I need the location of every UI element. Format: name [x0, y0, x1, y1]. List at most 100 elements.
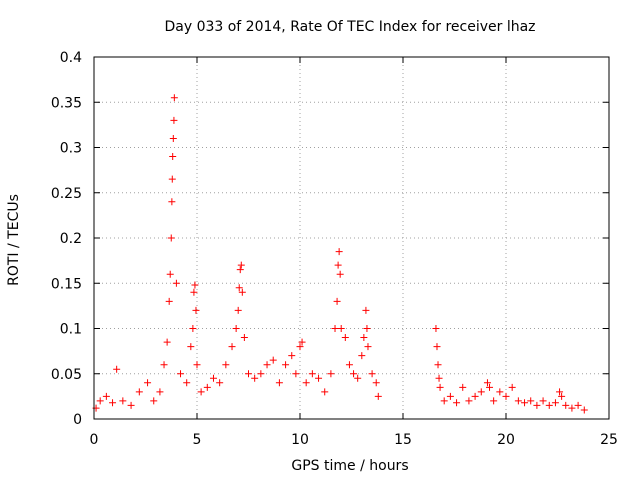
data-point	[308, 370, 316, 378]
data-point	[238, 288, 246, 296]
data-point	[368, 370, 376, 378]
data-point	[135, 388, 143, 396]
x-tick-label: 25	[600, 432, 618, 448]
data-point	[433, 343, 441, 351]
y-tick-label: 0.35	[51, 95, 82, 111]
data-point	[372, 379, 380, 387]
data-point	[434, 361, 442, 369]
data-point	[486, 383, 494, 391]
data-point	[440, 397, 448, 405]
data-point	[172, 279, 180, 287]
data-point	[216, 379, 224, 387]
data-point	[203, 383, 211, 391]
data-point	[350, 370, 358, 378]
data-point	[170, 94, 178, 102]
data-point	[190, 288, 198, 296]
data-point	[539, 397, 547, 405]
data-point	[269, 356, 277, 364]
data-point	[102, 392, 110, 400]
y-tick-label: 0.05	[51, 367, 82, 383]
data-point	[192, 306, 200, 314]
data-point	[166, 270, 174, 278]
data-point	[237, 261, 245, 269]
data-point	[574, 401, 582, 409]
data-point	[163, 338, 171, 346]
data-point	[236, 266, 244, 274]
y-tick-label: 0.4	[60, 50, 82, 66]
data-point	[545, 401, 553, 409]
data-point	[337, 325, 345, 332]
data-point	[232, 325, 240, 332]
data-point	[160, 361, 168, 369]
x-tick-label: 10	[291, 432, 309, 448]
data-point	[234, 306, 242, 314]
data-point	[521, 399, 529, 407]
data-point	[127, 401, 135, 409]
data-point	[321, 388, 329, 396]
data-point	[483, 379, 491, 387]
data-point	[156, 388, 164, 396]
data-point	[363, 325, 371, 332]
data-point	[109, 399, 117, 407]
data-point	[228, 343, 236, 351]
data-point	[191, 281, 199, 289]
data-point	[508, 383, 516, 391]
data-point	[333, 297, 341, 305]
data-point	[187, 343, 195, 351]
data-point	[169, 134, 177, 142]
data-point	[96, 397, 104, 405]
data-point	[341, 334, 349, 342]
x-axis-label: GPS time / hours	[291, 458, 408, 474]
data-point	[296, 343, 304, 351]
data-point	[209, 374, 217, 382]
data-point	[263, 361, 271, 369]
data-point	[165, 297, 173, 305]
data-point	[331, 325, 339, 332]
data-point	[168, 198, 176, 206]
data-point	[170, 116, 178, 124]
data-point	[119, 397, 127, 405]
data-point	[446, 392, 454, 400]
data-point	[496, 388, 504, 396]
data-point	[568, 404, 576, 412]
data-point	[465, 397, 473, 405]
data-point	[275, 379, 283, 387]
data-point	[556, 388, 564, 396]
data-point	[251, 374, 259, 382]
data-point	[335, 248, 343, 256]
y-tick-label: 0	[73, 412, 82, 428]
data-point	[292, 370, 300, 378]
data-point	[334, 261, 342, 269]
data-point	[432, 325, 440, 332]
y-tick-label: 0.15	[51, 276, 82, 292]
data-point	[282, 361, 290, 369]
x-tick-label: 0	[90, 432, 99, 448]
data-point	[471, 392, 479, 400]
data-point	[327, 370, 335, 378]
data-point	[345, 361, 353, 369]
data-point	[288, 352, 296, 360]
data-point	[302, 379, 310, 387]
data-point	[183, 379, 191, 387]
data-point	[193, 361, 201, 369]
data-point	[435, 374, 443, 382]
data-point	[514, 397, 522, 405]
axis-ticks: 0 0.05 0.1 0.15 0.2 0.25 0.3 0.35 0.4 0 5 10 15 20 25	[51, 50, 618, 448]
grid-lines	[94, 57, 609, 419]
data-point	[360, 334, 368, 342]
data-point	[245, 370, 252, 378]
data-point	[169, 153, 177, 161]
y-tick-label: 0.3	[60, 141, 82, 157]
data-point	[168, 175, 176, 183]
y-tick-label: 0.25	[51, 186, 82, 202]
data-point	[144, 379, 152, 387]
data-point	[354, 374, 362, 382]
data-points	[92, 94, 588, 414]
chart-title: Day 033 of 2014, Rate Of TEC Index for r…	[164, 19, 535, 35]
data-point	[240, 334, 248, 342]
data-point	[533, 401, 541, 409]
data-point	[477, 388, 485, 396]
x-tick-label: 15	[394, 432, 412, 448]
y-axis-label: ROTI / TECUs	[6, 194, 22, 286]
data-point	[113, 365, 121, 373]
